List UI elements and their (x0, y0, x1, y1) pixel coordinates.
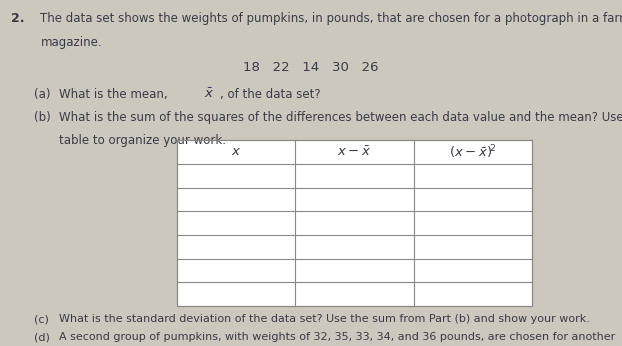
Text: table to organize your work.: table to organize your work. (59, 134, 226, 147)
Bar (177, 235, 532, 259)
Bar (177, 140, 532, 306)
Text: (c): (c) (34, 314, 49, 324)
Bar (177, 282, 532, 306)
Text: 18   22   14   30   26: 18 22 14 30 26 (243, 61, 379, 74)
Text: What is the sum of the squares of the differences between each data value and th: What is the sum of the squares of the di… (59, 111, 622, 124)
Text: (a): (a) (34, 88, 51, 101)
Bar (177, 211, 532, 235)
Text: , of the data set?: , of the data set? (220, 88, 320, 101)
Text: $\left(x - \bar{x}\right)^{\!2}$: $\left(x - \bar{x}\right)^{\!2}$ (449, 143, 496, 161)
Text: The data set shows the weights of pumpkins, in pounds, that are chosen for a pho: The data set shows the weights of pumpki… (40, 12, 622, 25)
Text: $x$: $x$ (231, 145, 241, 158)
Text: (d): (d) (34, 332, 50, 342)
Text: 2.: 2. (11, 12, 25, 25)
Bar (177, 259, 532, 282)
Text: What is the mean,: What is the mean, (59, 88, 168, 101)
Text: $\bar{x}$: $\bar{x}$ (204, 87, 215, 101)
Bar (177, 140, 532, 164)
Text: $x - \bar{x}$: $x - \bar{x}$ (337, 145, 372, 159)
Bar (177, 164, 532, 188)
Text: (b): (b) (34, 111, 51, 124)
Text: A second group of pumpkins, with weights of 32, 35, 33, 34, and 36 pounds, are c: A second group of pumpkins, with weights… (59, 332, 615, 342)
Bar (177, 140, 532, 306)
Bar (177, 188, 532, 211)
Text: What is the standard deviation of the data set? Use the sum from Part (b) and sh: What is the standard deviation of the da… (59, 314, 590, 324)
Text: magazine.: magazine. (40, 36, 102, 49)
